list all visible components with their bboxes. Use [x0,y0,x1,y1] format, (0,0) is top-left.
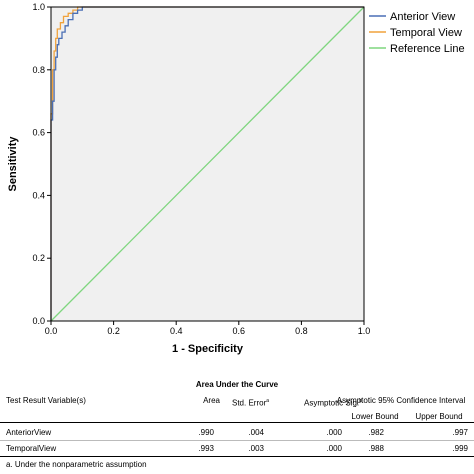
series-layer [50,6,365,322]
legend-label-anterior-view: Anterior View [390,11,455,23]
table-footnote: a. Under the nonparametric assumption [6,460,147,469]
x-tick-label: 0.8 [295,326,308,336]
sig-label: Asymptotic Sig. [304,398,360,408]
row-variable: TemporalView [6,444,57,453]
x-tick-label: 0.0 [45,326,58,336]
y-tick-label: 0.2 [32,253,45,263]
std-error-note: a [266,398,270,404]
x-axis: 0.0 0.2 0.4 0.6 0.8 1.0 [45,321,371,336]
y-tick-label: 0.8 [32,65,45,75]
col-header-variable: Test Result Variable(s) [6,396,86,405]
series-line-temporal-view [50,6,364,321]
row-area: .993 [198,444,214,453]
y-tick-label: 0.0 [32,316,45,326]
auc-table: Area Under the Curve Test Result Variabl… [0,376,474,474]
row-sig: .000 [326,444,342,453]
y-tick-label: 0.6 [32,128,45,138]
row-variable: AnteriorView [6,428,52,437]
table-rule-bottom [0,456,474,457]
legend-label-temporal-view: Temporal View [390,27,462,39]
std-error-label: Std. Error [232,398,267,408]
x-axis-title: 1 - Specificity [172,343,244,355]
series-line-reference-line [50,6,365,322]
col-header-sig: Asymptotic Sig.b [304,396,362,409]
row-upper: .997 [452,428,468,437]
legend-label-reference-line: Reference Line [390,43,465,55]
col-header-upper: Upper Bound [415,412,463,421]
table-rule-top [0,422,474,423]
row-lower: .982 [368,428,384,437]
legend: Anterior View Temporal View Reference Line [369,11,465,55]
y-axis: 0.0 0.2 0.4 0.6 0.8 1.0 [32,2,51,326]
col-header-area: Area [203,396,220,405]
row-area: .990 [198,428,214,437]
series-line-anterior-view [50,6,364,321]
col-header-lower: Lower Bound [351,412,399,421]
row-sig: .000 [326,428,342,437]
row-upper: .999 [452,444,468,453]
plot-frame [50,6,365,322]
col-header-std-error: Std. Errora [232,396,269,409]
sig-note: b [359,398,362,404]
x-tick-label: 0.4 [170,326,183,336]
row-std-error: .004 [248,428,264,437]
y-tick-label: 0.4 [32,190,45,200]
row-lower: .988 [368,444,384,453]
row-std-error: .003 [248,444,264,453]
y-tick-label: 1.0 [32,2,45,12]
roc-chart: 0.0 0.2 0.4 0.6 0.8 1.0 0.0 0.2 0.4 0.6 0.8 1.0 1 … [7,2,465,355]
y-axis-title: Sensitivity [7,136,19,192]
x-tick-label: 1.0 [358,326,371,336]
x-tick-label: 0.2 [107,326,120,336]
x-tick-label: 0.6 [233,326,246,336]
table-row-divider [0,440,474,441]
col-header-ci: Asymptotic 95% Confidence Interval [336,396,466,405]
table-title: Area Under the Curve [195,380,279,389]
